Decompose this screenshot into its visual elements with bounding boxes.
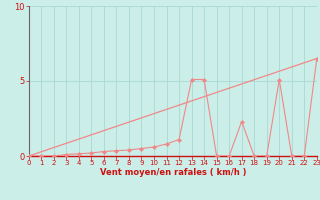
- X-axis label: Vent moyen/en rafales ( km/h ): Vent moyen/en rafales ( km/h ): [100, 168, 246, 177]
